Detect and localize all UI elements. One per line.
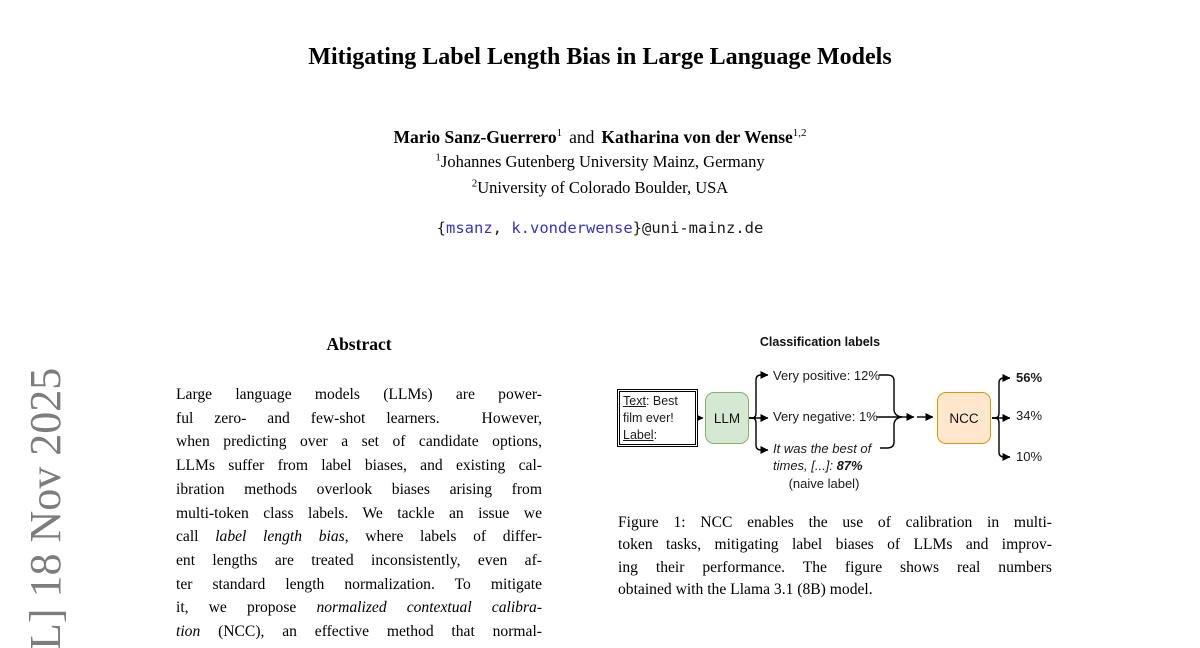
llm-branch-top-arrow [749,371,769,419]
branch-label-2: Very negative: 1% [773,409,878,424]
affiliation-1: 1Johannes Gutenberg University Mainz, Ge… [0,152,1200,172]
figure-caption: Figure 1: NCC enables the use of calibra… [618,514,1052,599]
naive-label-note: (naive label) [788,476,860,491]
affiliation-1-text: Johannes Gutenberg University Mainz, Ger… [440,152,765,171]
merge-top-curve [879,374,903,418]
affiliation-1-sup: 1 [435,151,441,164]
email-line: {msanz, k.vonderwense}@uni-mainz.de [0,219,1200,237]
abstract-heading: Abstract [326,334,392,354]
email-link-2[interactable]: k.vonderwense [511,219,633,237]
branch-label-1: Very positive: 12% [773,368,880,383]
author-name-2: Katharina von der Wense [601,127,793,147]
input-text-label: Text [623,394,646,408]
ncc-branch-bottom-arrow [992,417,1011,461]
output-3: 10% [1016,449,1043,464]
author-sup-1: 1 [556,127,563,140]
author-name-1: Mario Sanz-Guerrero [393,127,557,147]
branch-3-line-2a: times, [...]: [773,458,837,473]
email-separator: , [492,219,512,237]
llm-branch-bottom-arrow [749,417,769,454]
ncc-branch-top-arrow [992,374,1011,419]
affiliation-2: 2University of Colorado Boulder, USA [0,178,1200,198]
llm-box: LLM [705,392,749,444]
input-text-rest: : Best [645,394,678,408]
affiliation-2-sup: 2 [471,177,478,190]
figure-1: Classification labels Text: Best film ev… [615,330,1060,510]
figure-header: Classification labels [759,335,881,349]
author-line: Mario Sanz-Guerrero1 and Katharina von der… [0,127,1200,148]
ncc-box: NCC [937,392,991,444]
branch-label-3: It was the best of times, [...]: 87% [773,440,871,474]
input-line-2: film ever! [623,411,674,425]
output-1: 56% [1016,370,1043,385]
merge-bottom-curve [880,416,903,449]
figure-arrows [695,371,1011,461]
branch-3-percent: 87% [836,458,863,473]
output-2: 34% [1016,408,1043,423]
figure-input-text: Text: Best film ever! Label: [619,391,696,445]
input-label-label: Label [623,428,654,442]
page-title: Mitigating Label Length Bias in Large La… [308,44,892,70]
email-domain: }@uni-mainz.de [632,219,764,237]
author-sup-2: 1,2 [792,127,807,140]
branch-3-line-1: It was the best of [773,441,872,456]
email-link-1[interactable]: msanz [446,219,493,237]
and-text: and [569,127,595,147]
abstract-text: Large language models (LLMs) are power-f… [176,386,543,641]
email-brace-open: { [436,219,446,237]
input-label-rest: : [653,428,658,442]
affiliation-2-text: University of Colorado Boulder, USA [477,178,729,197]
figure-input-box: Text: Best film ever! Label: [617,389,698,447]
arxiv-watermark: L] 18 Nov 2025 [21,367,70,648]
